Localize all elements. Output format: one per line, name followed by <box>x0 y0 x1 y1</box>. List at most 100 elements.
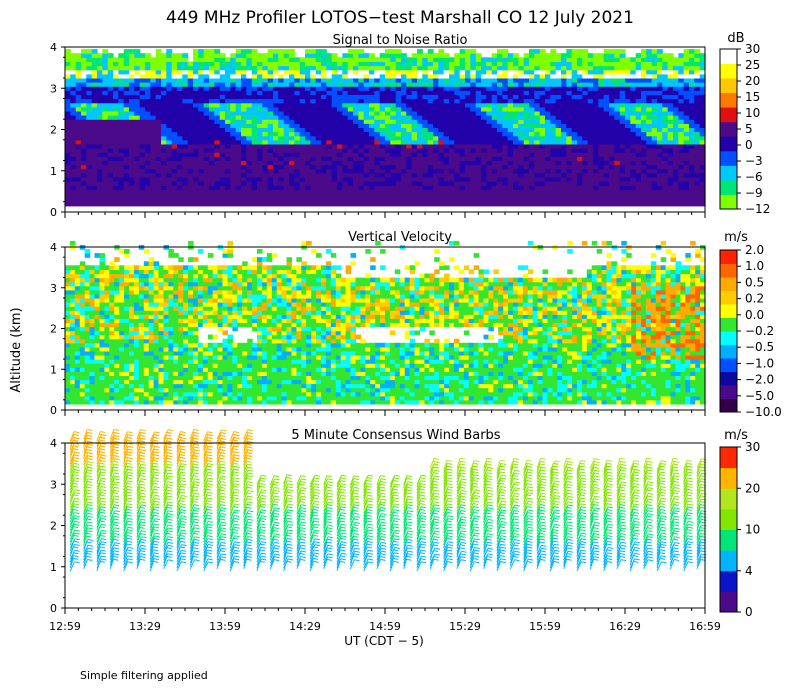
snr-cell <box>683 181 690 186</box>
vv-cell <box>65 322 71 328</box>
snr-cell <box>118 156 125 161</box>
snr-cell <box>86 65 93 71</box>
vv-cell <box>129 375 135 381</box>
snr-cell <box>347 61 354 67</box>
snr-cell <box>539 110 546 116</box>
snr-cell <box>433 115 439 120</box>
snr-cell <box>593 176 599 182</box>
vv-cell <box>124 314 130 319</box>
snr-cell <box>86 185 93 190</box>
snr-cell <box>203 201 210 207</box>
snr-cell <box>454 189 461 194</box>
snr-cell <box>662 61 669 67</box>
snr-cell <box>129 57 135 62</box>
snr-cell <box>145 185 151 190</box>
snr-cell <box>689 152 695 157</box>
snr-cell <box>347 197 354 203</box>
snr-cell <box>187 131 194 137</box>
snr-cell <box>187 65 194 71</box>
snr-cell <box>491 185 498 190</box>
snr-cell <box>609 193 615 199</box>
snr-cell <box>75 119 82 124</box>
snr-cell <box>662 53 669 58</box>
vv-cell <box>114 387 120 393</box>
snr-cell <box>561 73 567 79</box>
snr-cell <box>102 139 109 145</box>
snr-cell <box>481 197 487 203</box>
snr-cell <box>129 102 135 108</box>
snr-cell <box>203 98 210 104</box>
vv-cell <box>74 285 81 291</box>
snr-cell <box>443 156 450 161</box>
snr-cell <box>646 82 653 87</box>
snr-cell <box>662 168 669 174</box>
snr-cell <box>694 152 701 157</box>
snr-cell <box>187 73 194 79</box>
snr-cell <box>630 185 637 190</box>
snr-cell <box>118 119 125 124</box>
snr-cell <box>438 115 445 120</box>
vv-cell <box>94 297 100 303</box>
snr-cell <box>166 193 173 199</box>
vv-cell <box>114 265 120 270</box>
snr-cell <box>97 143 103 149</box>
snr-cell <box>214 148 221 153</box>
vv-cell <box>65 387 71 393</box>
snr-cell <box>561 181 567 186</box>
snr-cell <box>619 69 626 75</box>
snr-cell <box>107 65 114 71</box>
snr-cell <box>545 127 551 133</box>
snr-cell <box>113 201 119 207</box>
snr-cell <box>651 176 658 182</box>
snr-cell <box>523 131 530 137</box>
snr-cell <box>139 148 146 153</box>
snr-cell <box>401 189 407 194</box>
snr-cell <box>150 156 157 161</box>
snr-cell <box>353 61 359 67</box>
snr-cell <box>438 135 445 141</box>
snr-cell <box>561 193 567 199</box>
snr-cell <box>123 201 130 207</box>
snr-cell <box>342 98 349 104</box>
snr-cell <box>273 65 279 71</box>
snr-cell <box>534 73 541 79</box>
snr-cell <box>673 57 679 62</box>
snr-cell <box>278 189 285 194</box>
snr-cell <box>459 189 466 194</box>
snr-cell <box>390 106 397 112</box>
snr-cell <box>161 131 167 137</box>
snr-cell <box>545 185 551 190</box>
snr-cell <box>550 152 557 157</box>
snr-cell <box>641 189 647 194</box>
snr-cell <box>529 139 535 145</box>
snr-cell <box>486 168 493 174</box>
snr-cell <box>118 65 125 71</box>
snr-cell <box>630 160 637 166</box>
snr-cell <box>86 127 93 133</box>
snr-cell <box>235 57 242 62</box>
snr-cell <box>113 168 119 174</box>
snr-cell <box>417 189 423 194</box>
snr-cell <box>401 82 407 87</box>
snr-cell <box>598 201 605 207</box>
snr-cell <box>225 201 231 207</box>
snr-cell <box>171 90 178 95</box>
snr-cell <box>187 197 194 203</box>
snr-cell <box>571 77 578 83</box>
snr-cell <box>459 172 466 178</box>
snr-cell <box>251 98 258 104</box>
snr-cell <box>273 164 279 170</box>
snr-cell <box>102 189 109 194</box>
snr-cell <box>465 156 471 161</box>
snr-cell <box>246 73 253 79</box>
snr-cell <box>171 164 178 170</box>
snr-cell <box>203 148 210 153</box>
snr-cell <box>529 115 535 120</box>
snr-cell <box>465 57 471 62</box>
snr-cell <box>283 86 290 91</box>
snr-cell <box>166 168 173 174</box>
snr-cell <box>113 110 119 116</box>
snr-cell <box>86 181 93 186</box>
snr-cell <box>91 57 98 62</box>
snr-cell <box>102 152 109 157</box>
